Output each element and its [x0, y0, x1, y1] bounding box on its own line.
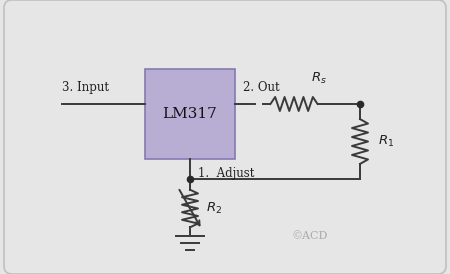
Text: 2. Out: 2. Out [243, 81, 279, 94]
Text: 1.  Adjust: 1. Adjust [198, 167, 254, 180]
Text: $R_2$: $R_2$ [206, 201, 222, 216]
FancyBboxPatch shape [145, 69, 235, 159]
FancyBboxPatch shape [4, 0, 446, 274]
Text: LM317: LM317 [162, 107, 217, 121]
Text: ©ACD: ©ACD [292, 231, 328, 241]
Text: 3. Input: 3. Input [62, 81, 109, 94]
Text: $R_1$: $R_1$ [378, 134, 394, 149]
Text: $R_s$: $R_s$ [311, 71, 327, 86]
